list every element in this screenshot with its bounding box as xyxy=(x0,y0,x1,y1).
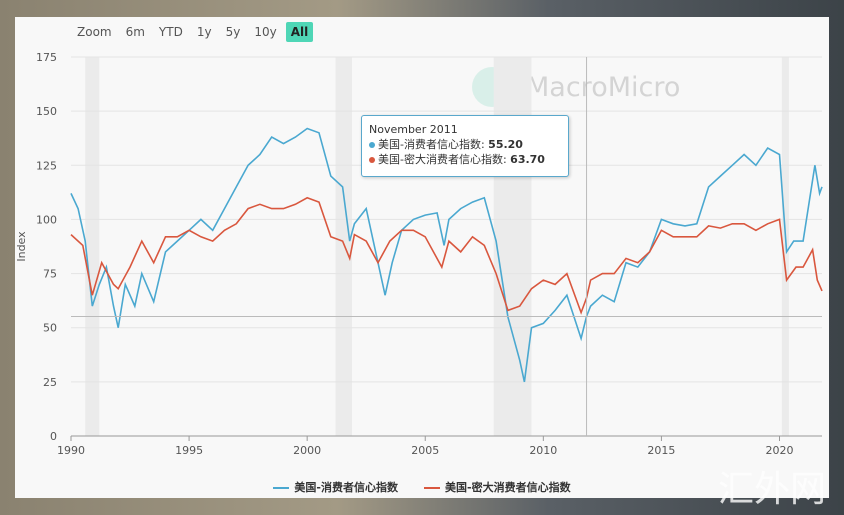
range-selector: Zoom 6m YTD 1y 5y 10y All xyxy=(72,22,314,42)
tooltip-series-name: 美国-消费者信心指数 xyxy=(378,138,481,151)
tooltip-series-name: 美国-密大消费者信心指数 xyxy=(378,153,503,166)
x-tick-label: 2000 xyxy=(293,444,321,457)
watermark-text: MacroMicro xyxy=(526,71,681,103)
tooltip-value: 55.20 xyxy=(488,138,523,151)
x-tick-label: 2010 xyxy=(529,444,557,457)
series-line-0 xyxy=(70,127,823,383)
range-1y-button[interactable]: 1y xyxy=(196,25,212,39)
zoom-label: Zoom xyxy=(77,25,112,39)
macromicro-watermark: MacroMicro xyxy=(472,67,680,107)
tooltip-row: 美国-消费者信心指数: 55.20 xyxy=(369,137,561,152)
range-ytd-button[interactable]: YTD xyxy=(158,25,183,39)
y-tick-label: 100 xyxy=(36,213,57,226)
y-tick-label: 25 xyxy=(43,376,57,389)
recession-band xyxy=(781,57,789,436)
series-dot-icon xyxy=(369,142,375,148)
series-dot-icon xyxy=(369,157,375,163)
y-tick-label: 75 xyxy=(43,268,57,281)
legend-item-michigan-sentiment[interactable]: 美国-密大消费者信心指数 xyxy=(424,479,571,495)
legend-item-consumer-confidence[interactable]: 美国-消费者信心指数 xyxy=(273,479,398,495)
x-tick-label: 2005 xyxy=(411,444,439,457)
tooltip-value: 63.70 xyxy=(510,153,545,166)
chart-card: Zoom 6m YTD 1y 5y 10y All MacroMicro 0 25… xyxy=(15,17,829,498)
y-tick-label: 50 xyxy=(43,322,57,335)
range-5y-button[interactable]: 5y xyxy=(225,25,241,39)
line-chart[interactable]: 0 25 50 75 100 125 150 175 1990 1995 2000 2005 2010 2… xyxy=(15,17,829,498)
x-tick-label: 1995 xyxy=(175,444,203,457)
range-6m-button[interactable]: 6m xyxy=(125,25,145,39)
y-tick-label: 0 xyxy=(50,430,57,443)
y-tick-label: 175 xyxy=(36,51,57,64)
x-tick-label: 1990 xyxy=(57,444,85,457)
tooltip-date: November 2011 xyxy=(369,123,458,136)
tooltip: November 2011 美国-消费者信心指数: 55.20 美国-密大消费者… xyxy=(361,115,569,177)
range-10y-button[interactable]: 10y xyxy=(254,25,277,39)
x-tick-label: 2015 xyxy=(647,444,675,457)
tooltip-row: 美国-密大消费者信心指数: 63.70 xyxy=(369,152,561,167)
recession-band xyxy=(335,57,353,436)
recession-band xyxy=(493,57,532,436)
range-all-button[interactable]: All xyxy=(285,22,314,42)
y-tick-label: 125 xyxy=(36,159,57,172)
x-tick-label: 2020 xyxy=(765,444,793,457)
recession-band xyxy=(85,57,100,436)
legend: 美国-消费者信心指数 美国-密大消费者信心指数 xyxy=(15,479,829,495)
corner-watermark: 汇外网 xyxy=(718,469,827,510)
series-line-1 xyxy=(70,196,823,315)
y-axis-label: Index xyxy=(15,231,28,262)
y-tick-label: 150 xyxy=(36,105,57,118)
